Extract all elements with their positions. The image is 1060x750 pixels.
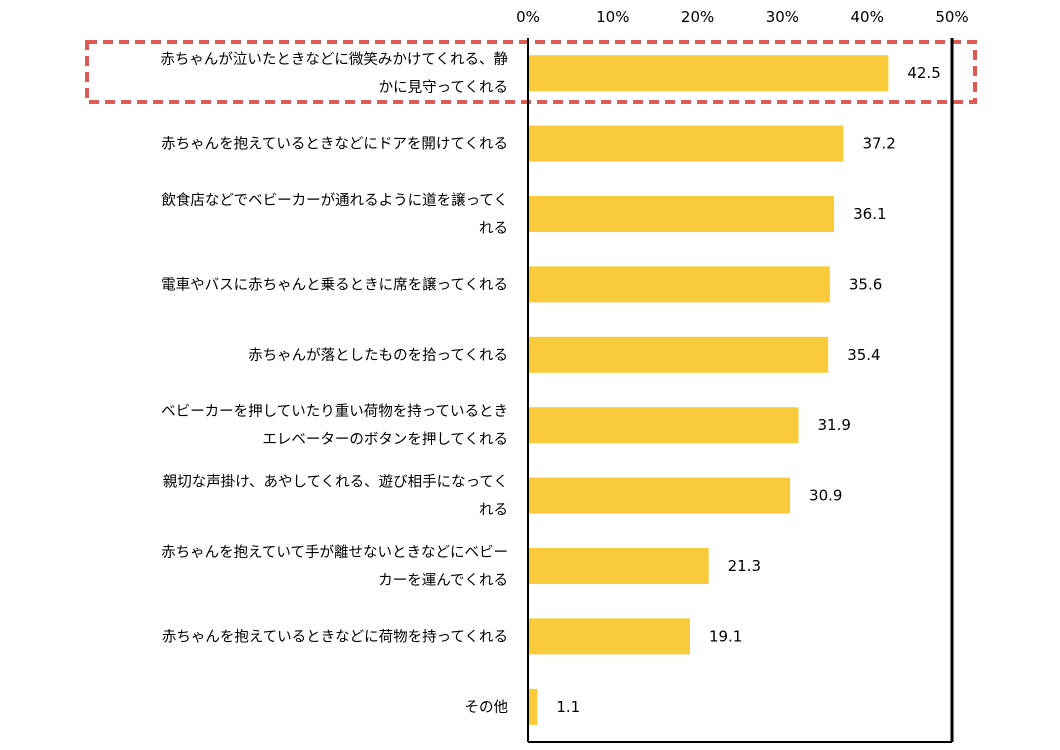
category-label: エレベーターのボタンを押してくれる: [262, 431, 508, 448]
data-label: 36.1: [853, 205, 886, 223]
bar: [528, 548, 709, 584]
x-tick-label: 20%: [681, 8, 714, 26]
category-label: カーを運んでくれる: [378, 572, 508, 589]
category-label: 赤ちゃんが泣いたときなどに微笑みかけてくれる、静: [160, 51, 508, 68]
x-tick-label: 40%: [851, 8, 884, 26]
data-label: 37.2: [862, 135, 895, 153]
category-label: 赤ちゃんが落としたものを拾ってくれる: [248, 347, 508, 364]
data-label: 30.9: [809, 487, 842, 505]
category-label: 飲食店などでベビーカーが通れるように道を譲ってく: [161, 192, 508, 209]
bar: [528, 336, 829, 373]
x-tick-label: 0%: [516, 8, 540, 26]
category-label: 赤ちゃんを抱えているときなどに荷物を持ってくれる: [162, 628, 508, 645]
bar: [528, 266, 830, 303]
data-label: 35.4: [847, 346, 880, 364]
bar: [528, 196, 835, 232]
data-label: 42.5: [907, 64, 940, 82]
bar: [528, 55, 889, 92]
category-label: ベビーカーを押していたり重い荷物を持っているとき: [161, 403, 508, 420]
category-label: その他: [465, 699, 509, 716]
category-label: 親切な声掛け、あやしてくれる、遊び相手になってく: [163, 473, 508, 491]
data-label: 35.6: [849, 275, 882, 293]
bar: [528, 618, 690, 655]
x-tick-label: 10%: [596, 8, 629, 26]
category-label: かに見守ってくれる: [379, 79, 508, 96]
category-label: 赤ちゃんを抱えていて手が離せないときなどにベビー: [161, 543, 508, 561]
category-label: 電車やバスに赤ちゃんと乗るときに席を譲ってくれる: [161, 276, 508, 293]
bar: [528, 125, 844, 162]
data-label: 21.3: [728, 557, 761, 575]
data-label: 1.1: [556, 698, 580, 716]
bar: [528, 688, 538, 725]
category-label: れる: [479, 220, 508, 237]
data-label: 19.1: [709, 627, 742, 645]
bar: [528, 477, 791, 514]
highlight-box: [85, 40, 977, 104]
bar: [528, 407, 799, 444]
data-label: 31.9: [818, 416, 851, 434]
x-tick-label: 30%: [766, 8, 799, 26]
x-tick-label: 50%: [935, 8, 968, 26]
category-label: 赤ちゃんを抱えているときなどにドアを開けてくれる: [161, 136, 508, 153]
category-label: れる: [479, 502, 508, 519]
